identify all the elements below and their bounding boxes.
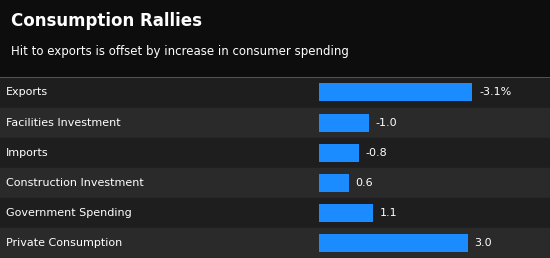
Text: Private Consumption: Private Consumption [6, 238, 122, 248]
Bar [0, 198, 550, 228]
Text: -0.8: -0.8 [365, 148, 387, 158]
Text: 1.1: 1.1 [380, 208, 398, 218]
Bar [319, 234, 468, 252]
Text: -3.1%: -3.1% [479, 87, 512, 98]
Bar [319, 174, 349, 192]
Bar [0, 168, 550, 198]
Bar [0, 228, 550, 258]
Bar [0, 138, 550, 168]
Text: Imports: Imports [6, 148, 48, 158]
Bar [319, 204, 373, 222]
Bar [0, 77, 550, 108]
Bar [319, 83, 472, 101]
Bar [319, 114, 369, 132]
Text: Construction Investment: Construction Investment [6, 178, 143, 188]
Text: Exports: Exports [6, 87, 48, 98]
Bar [319, 144, 359, 162]
Text: 3.0: 3.0 [474, 238, 492, 248]
Text: Hit to exports is offset by increase in consumer spending: Hit to exports is offset by increase in … [11, 45, 349, 58]
Text: Facilities Investment: Facilities Investment [6, 118, 120, 127]
Bar [0, 108, 550, 138]
Text: 0.6: 0.6 [355, 178, 373, 188]
Text: -1.0: -1.0 [375, 118, 397, 127]
Text: Consumption Rallies: Consumption Rallies [11, 12, 202, 30]
Text: Government Spending: Government Spending [6, 208, 131, 218]
